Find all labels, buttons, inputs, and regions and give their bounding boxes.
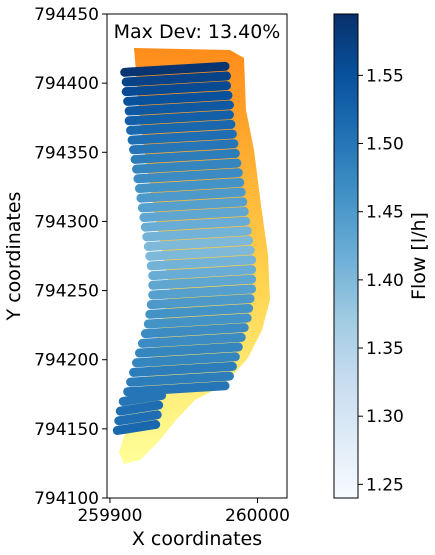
scatter-row-34 bbox=[118, 390, 167, 406]
scatter-row-12 bbox=[134, 177, 245, 193]
scatter-row-5 bbox=[124, 110, 234, 126]
colorbar-tick-label: 1.50 bbox=[366, 135, 404, 155]
y-axis-title: Y coordinates bbox=[3, 192, 25, 322]
scatter-row-19 bbox=[145, 245, 255, 261]
scatter-row-29 bbox=[134, 342, 243, 358]
scatter-row-9 bbox=[130, 148, 240, 164]
scatter-row-15 bbox=[139, 207, 249, 223]
colorbar-tick-label: 1.45 bbox=[366, 203, 404, 223]
colorbar-tick-label: 1.40 bbox=[366, 271, 404, 291]
scatter-row-6 bbox=[126, 119, 236, 135]
y-tick-label: 794300 bbox=[34, 212, 99, 232]
x-tick-label: 260000 bbox=[225, 506, 290, 526]
scatter-row-21 bbox=[148, 265, 257, 281]
scatter-row-8 bbox=[129, 139, 239, 155]
scatter-row-18 bbox=[143, 236, 254, 252]
x-axis-title: X coordinates bbox=[132, 528, 262, 550]
x-axis: 259900 260000 bbox=[77, 498, 290, 526]
y-tick-label: 794200 bbox=[34, 351, 99, 371]
scatter-row-35 bbox=[115, 400, 164, 416]
colorbar-tick-label: 1.25 bbox=[366, 475, 404, 495]
scatter-row-7 bbox=[127, 129, 237, 145]
colorbar-tick-label: 1.35 bbox=[366, 339, 404, 359]
colorbar-tick-label: 1.55 bbox=[366, 66, 404, 86]
scatter-row-36 bbox=[114, 410, 162, 426]
scatter-row-30 bbox=[132, 352, 240, 368]
scatter-row-31 bbox=[129, 361, 237, 377]
scatter-row-3 bbox=[123, 90, 233, 106]
scatter-row-11 bbox=[133, 168, 243, 184]
y-tick-label: 794450 bbox=[34, 5, 99, 25]
scatter-row-14 bbox=[137, 197, 248, 213]
scatter-row-32 bbox=[126, 371, 234, 387]
scatter-row-20 bbox=[146, 255, 257, 271]
max-dev-annotation: Max Dev: 13.40% bbox=[114, 21, 281, 43]
scatter-row-33 bbox=[123, 381, 230, 397]
scatter-row-24 bbox=[146, 294, 255, 310]
scatter-row-1 bbox=[121, 71, 232, 87]
colorbar bbox=[333, 13, 359, 499]
colorbar-tick-label: 1.30 bbox=[366, 407, 404, 427]
plot-frame bbox=[106, 13, 288, 499]
x-tick-label: 259900 bbox=[77, 506, 142, 526]
scatter-row-37 bbox=[112, 419, 161, 435]
scatter-row-23 bbox=[148, 284, 257, 300]
colorbar-title: Flow [l/h] bbox=[408, 212, 430, 300]
scatter-rows bbox=[112, 61, 257, 435]
scatter-row-16 bbox=[140, 216, 251, 232]
y-tick-label: 794350 bbox=[34, 143, 99, 163]
y-tick-label: 794400 bbox=[34, 74, 99, 94]
scatter-row-25 bbox=[145, 303, 254, 319]
scatter-row-13 bbox=[136, 187, 246, 203]
scatter-row-17 bbox=[142, 226, 252, 242]
y-tick-label: 794100 bbox=[34, 489, 99, 509]
scatter-row-27 bbox=[140, 323, 249, 339]
scatter-row-0 bbox=[120, 61, 230, 77]
colorbar-axis: 1.25 1.30 1.35 1.40 1.45 1.50 1.55 bbox=[358, 66, 404, 495]
scatter-row-10 bbox=[132, 158, 242, 174]
scatter-row-28 bbox=[137, 332, 246, 348]
scatter-row-2 bbox=[121, 81, 232, 97]
y-tick-label: 794250 bbox=[34, 282, 99, 302]
scatter-row-22 bbox=[148, 274, 257, 290]
scatter-row-4 bbox=[124, 100, 234, 116]
scatter-row-26 bbox=[143, 313, 252, 329]
y-tick-label: 794150 bbox=[34, 420, 99, 440]
y-axis: 794100 794150 794200 794250 794300 794350 7944… bbox=[34, 5, 107, 509]
